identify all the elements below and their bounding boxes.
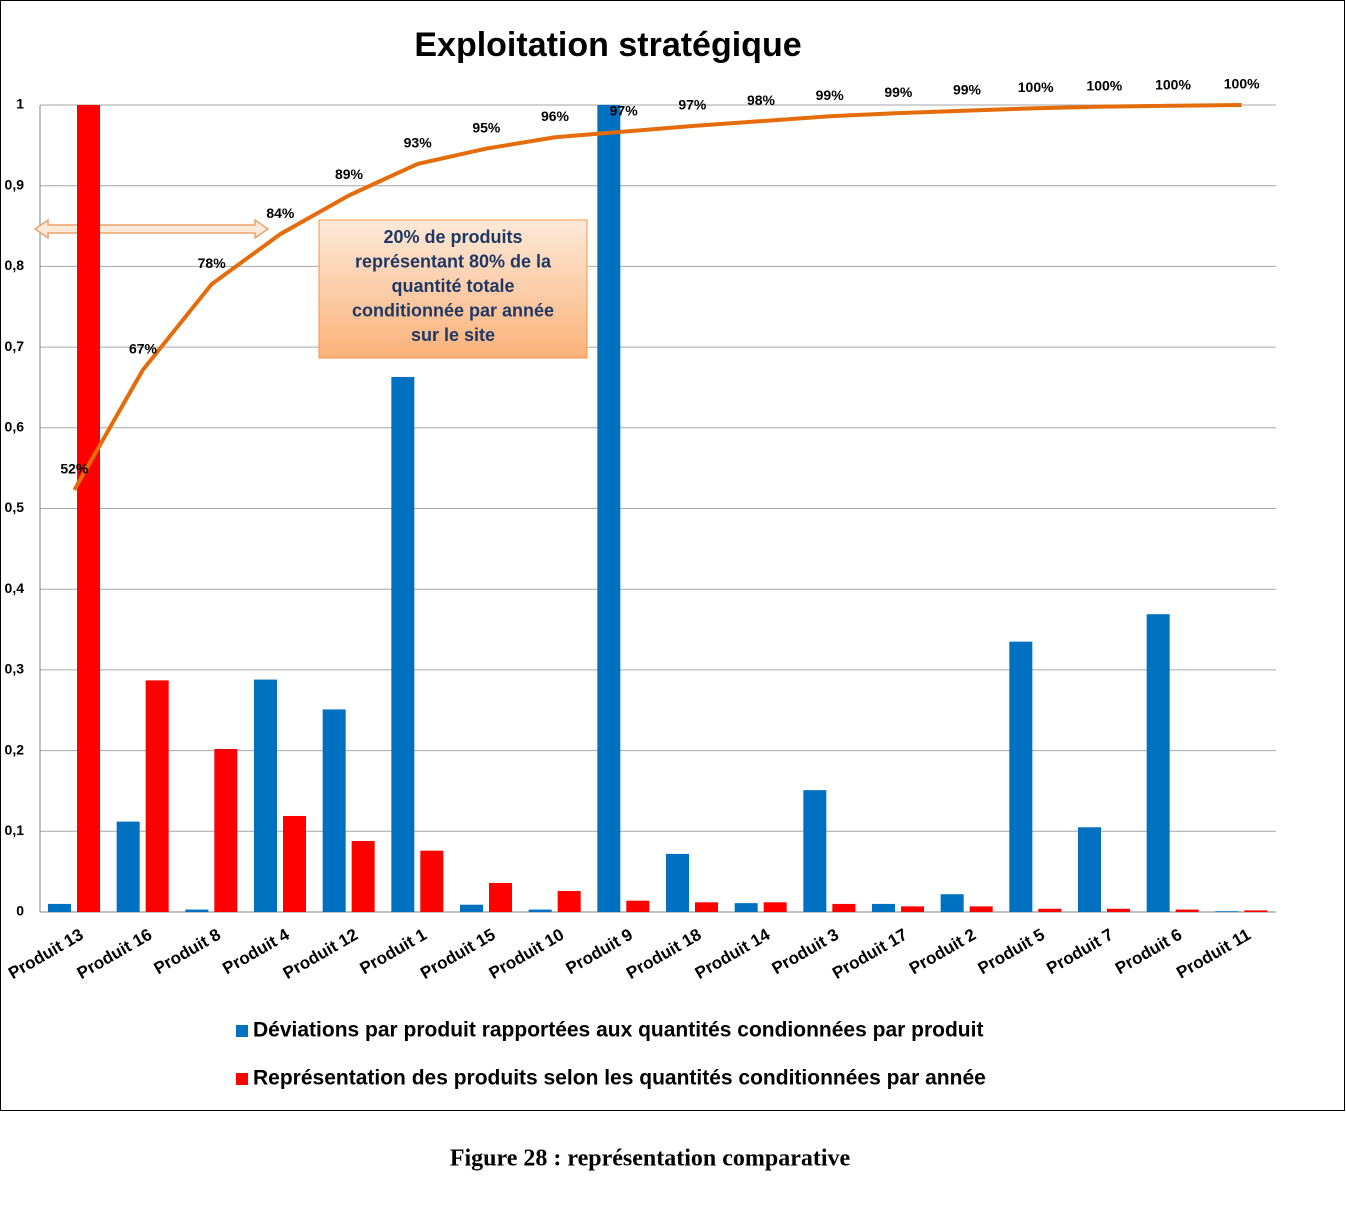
bar xyxy=(351,840,375,912)
bar xyxy=(391,376,415,913)
data-label: 97% xyxy=(678,97,707,113)
data-label: 100% xyxy=(1086,77,1122,93)
bar xyxy=(460,904,483,912)
bar xyxy=(763,902,787,912)
bar xyxy=(1146,614,1170,912)
bar xyxy=(1244,910,1268,912)
annotation-text: conditionnée par année xyxy=(352,300,554,320)
data-label: 99% xyxy=(953,81,982,97)
y-tick-label: 0,4 xyxy=(5,580,25,596)
bar xyxy=(214,748,238,912)
bar xyxy=(734,903,758,912)
bar xyxy=(901,906,924,912)
bar xyxy=(420,850,444,912)
bar xyxy=(116,821,140,912)
data-label: 93% xyxy=(404,135,433,151)
y-tick-label: 0,2 xyxy=(5,741,25,757)
legend-swatch xyxy=(236,1073,248,1085)
annotation-box xyxy=(318,219,588,359)
bar xyxy=(832,903,856,912)
data-label: 78% xyxy=(198,255,227,271)
bar xyxy=(872,903,895,912)
bar xyxy=(1215,911,1239,912)
bar xyxy=(969,906,993,912)
y-tick-label: 0,5 xyxy=(5,499,25,515)
chart-title: Exploitation stratégique xyxy=(414,26,801,64)
bar xyxy=(1107,908,1130,912)
bar xyxy=(597,105,621,912)
data-label: 99% xyxy=(816,87,845,103)
data-label: 100% xyxy=(1018,79,1054,95)
data-label: 99% xyxy=(884,84,913,100)
y-tick-label: 0,9 xyxy=(5,176,25,192)
bar xyxy=(1038,908,1062,912)
data-label: 95% xyxy=(472,119,501,135)
legend-swatch xyxy=(236,1025,248,1037)
bar xyxy=(626,900,650,912)
legend-label: Déviations par produit rapportées aux qu… xyxy=(253,1019,983,1042)
data-label: 97% xyxy=(610,102,639,118)
bar xyxy=(145,680,169,912)
caption: Figure 28 : représentation comparative xyxy=(450,1146,851,1172)
annotation-text: 20% de produits xyxy=(383,227,522,247)
y-tick-label: 0,6 xyxy=(5,419,25,435)
legend-label: Représentation des produits selon les qu… xyxy=(253,1067,986,1090)
y-tick-label: 0,1 xyxy=(5,822,25,838)
bar xyxy=(185,909,209,912)
bar xyxy=(528,909,552,912)
annotation-text: quantité totale xyxy=(391,276,514,296)
data-label: 100% xyxy=(1224,76,1260,92)
bar xyxy=(695,902,718,912)
y-tick-label: 0,8 xyxy=(5,257,25,273)
bar xyxy=(666,853,689,912)
bar xyxy=(77,105,100,912)
y-tick-label: 0 xyxy=(16,903,24,919)
bar xyxy=(1175,909,1199,912)
data-label: 89% xyxy=(335,166,364,182)
annotation-text: représentant 80% de la xyxy=(355,251,552,271)
bar xyxy=(283,815,306,912)
bar xyxy=(48,903,71,912)
data-label: 96% xyxy=(541,108,570,124)
y-tick-label: 0,7 xyxy=(5,338,25,354)
data-label: 98% xyxy=(747,92,776,108)
bar xyxy=(1009,641,1033,912)
data-label: 84% xyxy=(266,205,295,221)
bar xyxy=(254,679,277,912)
y-tick-label: 0,3 xyxy=(5,661,25,677)
line xyxy=(72,103,1242,491)
bar xyxy=(803,790,827,912)
annotation-text: sur le site xyxy=(411,325,495,345)
data-label: 67% xyxy=(129,340,158,356)
data-label: 100% xyxy=(1155,77,1191,93)
bar xyxy=(489,882,512,912)
bar xyxy=(1078,827,1101,912)
bar xyxy=(322,709,346,912)
arrow xyxy=(33,218,270,240)
bar xyxy=(940,894,964,912)
bar xyxy=(557,891,581,912)
data-label: 52% xyxy=(60,461,89,477)
y-tick-label: 1 xyxy=(16,96,24,112)
